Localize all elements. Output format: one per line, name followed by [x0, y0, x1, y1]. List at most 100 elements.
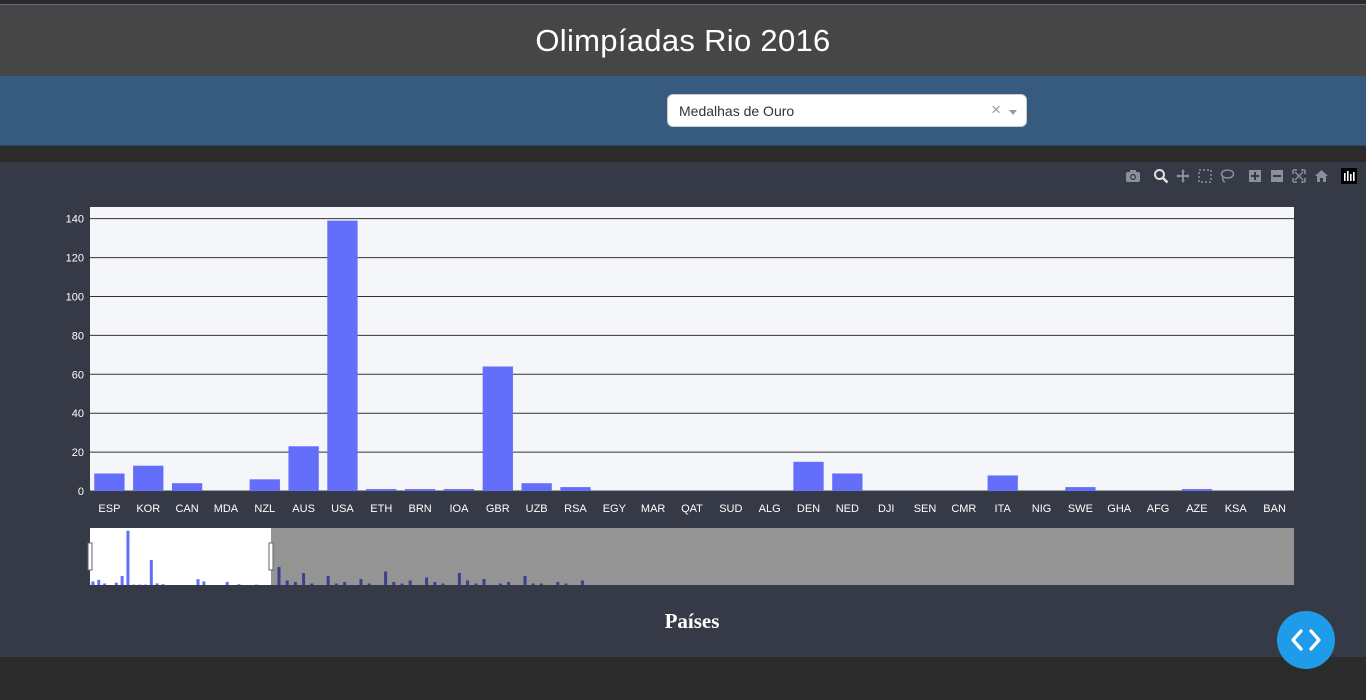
- rangeslider-bar: [114, 582, 118, 585]
- page-title: Olimpíadas Rio 2016: [535, 22, 831, 58]
- x-tick-label: ITA: [995, 503, 1012, 515]
- rangeslider-bar: [466, 580, 470, 585]
- zoom-icon[interactable]: [1150, 168, 1172, 184]
- x-tick-label: AUS: [292, 503, 315, 515]
- rangeslider-bar: [556, 582, 560, 585]
- rangeslider-handle-left[interactable]: [87, 542, 93, 571]
- rangeslider-bar: [103, 583, 107, 585]
- rangeslider-bar: [310, 583, 314, 585]
- bar[interactable]: [560, 487, 591, 491]
- rangeslider-bar: [523, 576, 527, 585]
- x-tick-label: AZE: [1186, 503, 1207, 515]
- dropdown-selected-value: Medalhas de Ouro: [679, 103, 795, 119]
- x-tick-label: EGY: [603, 503, 627, 515]
- x-tick-label: BAN: [1263, 503, 1286, 515]
- rangeslider-bar: [91, 581, 95, 585]
- rangeslider-bar: [359, 579, 363, 585]
- rangeslider-handle-right[interactable]: [268, 542, 274, 571]
- rangeslider-bar: [97, 579, 101, 585]
- x-tick-label: GBR: [486, 503, 510, 515]
- clear-icon[interactable]: ×: [991, 100, 1001, 119]
- y-tick-label: 120: [66, 253, 84, 265]
- rangeslider-bar: [196, 579, 200, 585]
- camera-icon[interactable]: [1122, 168, 1144, 184]
- rangeslider-bar: [507, 582, 511, 585]
- bar[interactable]: [1181, 489, 1213, 491]
- plotly-logo-icon[interactable]: [1338, 168, 1360, 184]
- bar[interactable]: [249, 479, 280, 491]
- bar[interactable]: [832, 473, 863, 491]
- rangeslider-bar: [161, 584, 165, 585]
- x-tick-label: NED: [836, 503, 859, 515]
- bar[interactable]: [482, 366, 513, 491]
- bar[interactable]: [171, 483, 203, 491]
- page-header: Olimpíadas Rio 2016: [0, 4, 1366, 76]
- bar[interactable]: [521, 483, 552, 491]
- plot-background: [90, 207, 1294, 491]
- bar[interactable]: [443, 489, 475, 491]
- rangeslider-bar: [120, 576, 124, 585]
- rangeslider-bar: [425, 577, 429, 585]
- code-toggle-button[interactable]: [1277, 611, 1335, 669]
- rangeslider-bar: [293, 582, 297, 585]
- x-tick-label: IOA: [449, 503, 469, 515]
- bar[interactable]: [987, 475, 1018, 491]
- chevron-down-icon[interactable]: [1009, 110, 1017, 115]
- rangeslider-bar: [237, 584, 241, 585]
- x-tick-label: QAT: [681, 503, 703, 515]
- reset-axes-icon[interactable]: [1310, 168, 1332, 184]
- rangeslider-bar: [326, 576, 330, 585]
- x-tick-label: DJI: [878, 503, 895, 515]
- rangeslider-bar: [474, 583, 478, 585]
- rangeslider-bar: [202, 581, 206, 585]
- x-tick-label: ESP: [98, 503, 120, 515]
- modebar: [1122, 168, 1360, 184]
- pan-icon[interactable]: [1172, 168, 1194, 184]
- bar[interactable]: [1065, 487, 1096, 491]
- x-tick-label: SUD: [719, 503, 742, 515]
- box-select-icon[interactable]: [1194, 168, 1216, 184]
- y-tick-label: 100: [66, 291, 84, 303]
- rangeslider-bar: [531, 583, 535, 585]
- zoom-out-icon[interactable]: [1266, 168, 1288, 184]
- zoom-in-icon[interactable]: [1244, 168, 1266, 184]
- bar[interactable]: [404, 489, 436, 491]
- rangeslider-bar: [302, 573, 306, 585]
- bar[interactable]: [366, 489, 397, 491]
- y-tick-label: 0: [78, 486, 84, 498]
- x-tick-label: CMR: [951, 503, 976, 515]
- x-tick-label: MAR: [641, 503, 666, 515]
- x-tick-label: KSA: [1225, 503, 1248, 515]
- bar[interactable]: [327, 220, 358, 491]
- y-tick-label: 140: [66, 214, 84, 226]
- y-tick-label: 20: [72, 447, 84, 459]
- bar-chart[interactable]: 0 20 40 60 80 100 120 140 ESP KOR CAN MDA NZL AUS USA E…: [0, 162, 1366, 657]
- lasso-icon[interactable]: [1216, 168, 1238, 184]
- x-tick-label: NZL: [254, 503, 275, 515]
- x-tick-label: GHA: [1107, 503, 1132, 515]
- x-tick-label: ETH: [370, 503, 392, 515]
- x-axis-title: Países: [665, 609, 720, 633]
- bar[interactable]: [94, 473, 125, 491]
- medal-type-dropdown[interactable]: Medalhas de Ouro ×: [667, 94, 1027, 127]
- x-tick-label: MDA: [214, 503, 239, 515]
- x-tick-label: NIG: [1032, 503, 1052, 515]
- bar[interactable]: [793, 461, 824, 491]
- rangeslider-bar: [155, 583, 159, 585]
- x-tick-label: CAN: [175, 503, 198, 515]
- autoscale-icon[interactable]: [1288, 168, 1310, 184]
- rangeslider-bar: [482, 579, 486, 585]
- rangeslider-bar: [564, 583, 568, 585]
- rangeslider-bar: [408, 580, 412, 585]
- x-tick-label: RSA: [564, 503, 587, 515]
- x-tick-label: ALG: [759, 503, 781, 515]
- bar[interactable]: [288, 446, 319, 491]
- x-tick-label: AFG: [1147, 503, 1170, 515]
- rangeslider-bar: [367, 583, 371, 585]
- rangeslider-bar: [225, 581, 229, 585]
- rangeslider-bar: [126, 530, 130, 585]
- rangeslider-bar: [539, 583, 543, 585]
- rangeslider-bar: [580, 580, 584, 585]
- bar[interactable]: [133, 465, 164, 491]
- x-tick-label: UZB: [526, 503, 548, 515]
